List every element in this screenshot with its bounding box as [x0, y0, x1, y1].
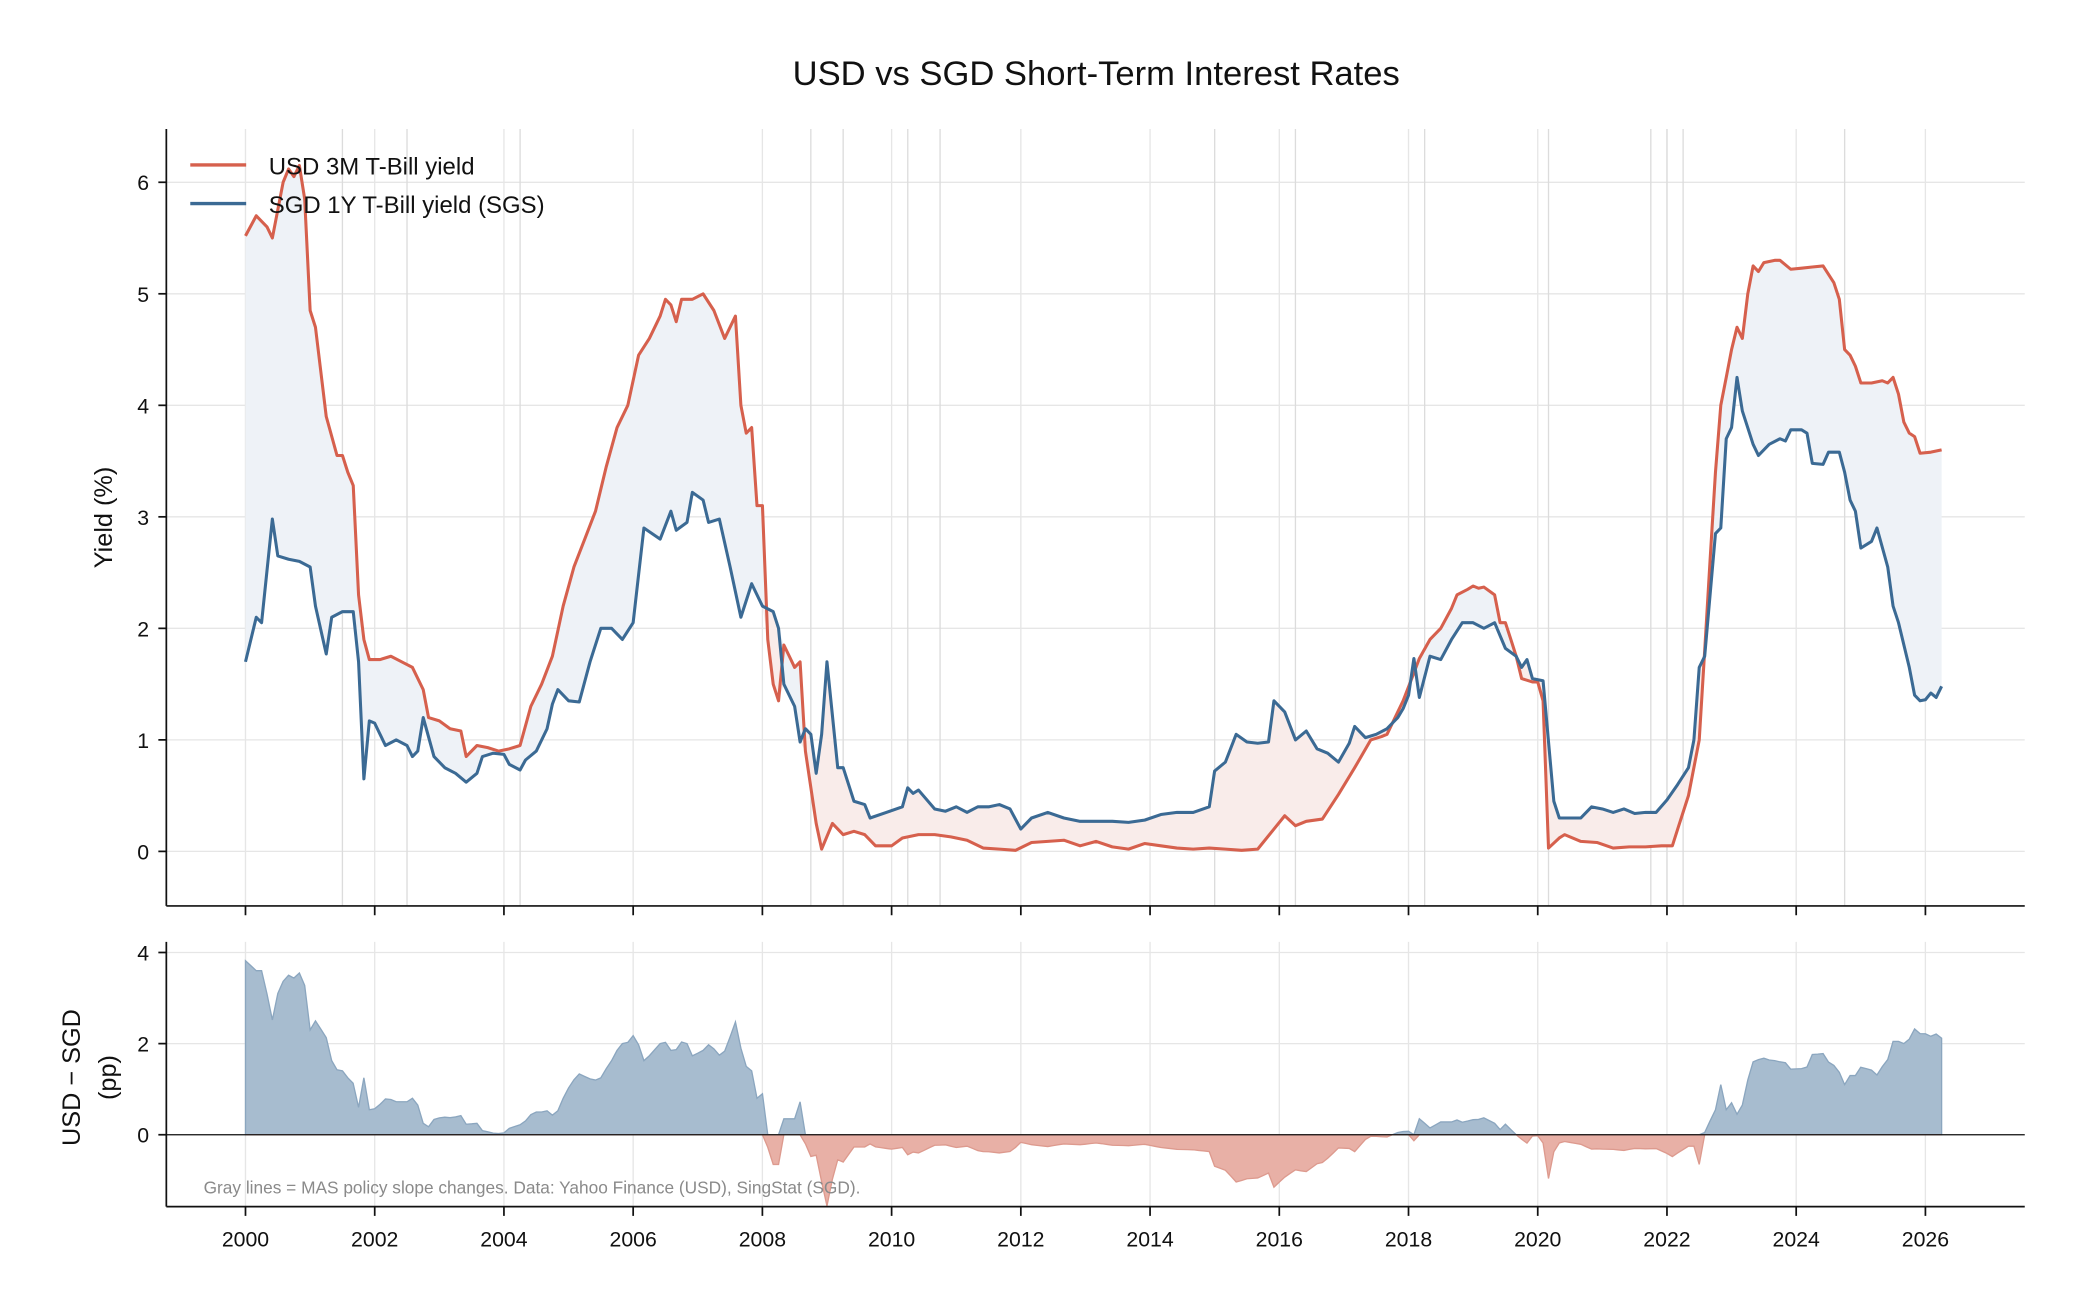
x-tick-label: 2006	[610, 1227, 657, 1251]
x-tick-label: 2010	[868, 1227, 915, 1251]
top-y-ticks: 0 1 2 3 4 5 6	[137, 171, 167, 864]
x-tick-label: 2022	[1643, 1227, 1690, 1251]
bottom-y-ticks: 0 2 4	[137, 941, 167, 1148]
x-tick-label: 2012	[997, 1227, 1044, 1251]
top-y-tick-label: 4	[137, 394, 149, 418]
legend-label-sgd: SGD 1Y T-Bill yield (SGS)	[269, 192, 545, 219]
bottom-y-tick-label: 4	[137, 941, 149, 965]
x-tick-label: 2002	[351, 1227, 398, 1251]
legend: USD 3M T-Bill yield SGD 1Y T-Bill yield …	[190, 153, 545, 219]
top-y-axis-label: Yield (%)	[90, 467, 118, 569]
top-y-tick-label: 1	[137, 729, 149, 753]
usd-3m-line	[244, 163, 1942, 852]
x-tick-label: 2018	[1385, 1227, 1432, 1251]
bottom-y-tick-label: 0	[137, 1124, 149, 1148]
bottom-x-ticks: 2000 2002 2004 2006 2008 2010 2012 2014 2016 2018…	[222, 1206, 1949, 1251]
fill-usd-above-sgd	[245, 165, 1942, 830]
top-y-tick-label: 0	[137, 840, 149, 864]
sgd-1y-line	[244, 375, 1943, 831]
spread-fills	[245, 165, 1942, 851]
x-tick-label: 2014	[1126, 1227, 1173, 1251]
bottom-y-axis-label-line1: USD − SGD	[58, 1009, 86, 1146]
x-tick-label: 2000	[222, 1227, 269, 1251]
spread-area	[244, 959, 1943, 1207]
top-y-tick-label: 6	[137, 171, 149, 195]
legend-label-usd: USD 3M T-Bill yield	[269, 153, 475, 180]
bottom-y-tick-label: 2	[137, 1033, 149, 1057]
chart-title: USD vs SGD Short-Term Interest Rates	[793, 55, 1400, 93]
bottom-panel: 0 2 4 2000 2002 2004 2006 2008 2010 2012 2014 2016…	[58, 941, 2025, 1251]
top-y-tick-label: 2	[137, 617, 149, 641]
x-tick-label: 2024	[1773, 1227, 1820, 1251]
x-tick-label: 2016	[1256, 1227, 1303, 1251]
top-y-tick-label: 5	[137, 283, 149, 307]
fill-sgd-above-usd	[245, 377, 1942, 851]
bottom-gridlines	[166, 941, 2025, 1207]
x-tick-label: 2026	[1902, 1227, 1949, 1251]
top-gridlines	[166, 129, 2025, 906]
x-tick-label: 2004	[480, 1227, 527, 1251]
top-panel: 0 1 2 3 4 5 6 Yield (%) USD 3M T-Bill yield SG…	[90, 129, 2025, 916]
source-note: Gray lines = MAS policy slope changes. D…	[204, 1177, 861, 1197]
series-lines	[244, 163, 1943, 852]
x-tick-label: 2020	[1514, 1227, 1561, 1251]
bottom-y-axis-label-line2: (pp)	[94, 1055, 122, 1100]
top-y-tick-label: 3	[137, 506, 149, 530]
spread-positive-area	[244, 959, 1943, 1136]
top-x-ticks	[244, 905, 1927, 916]
x-tick-label: 2008	[739, 1227, 786, 1251]
